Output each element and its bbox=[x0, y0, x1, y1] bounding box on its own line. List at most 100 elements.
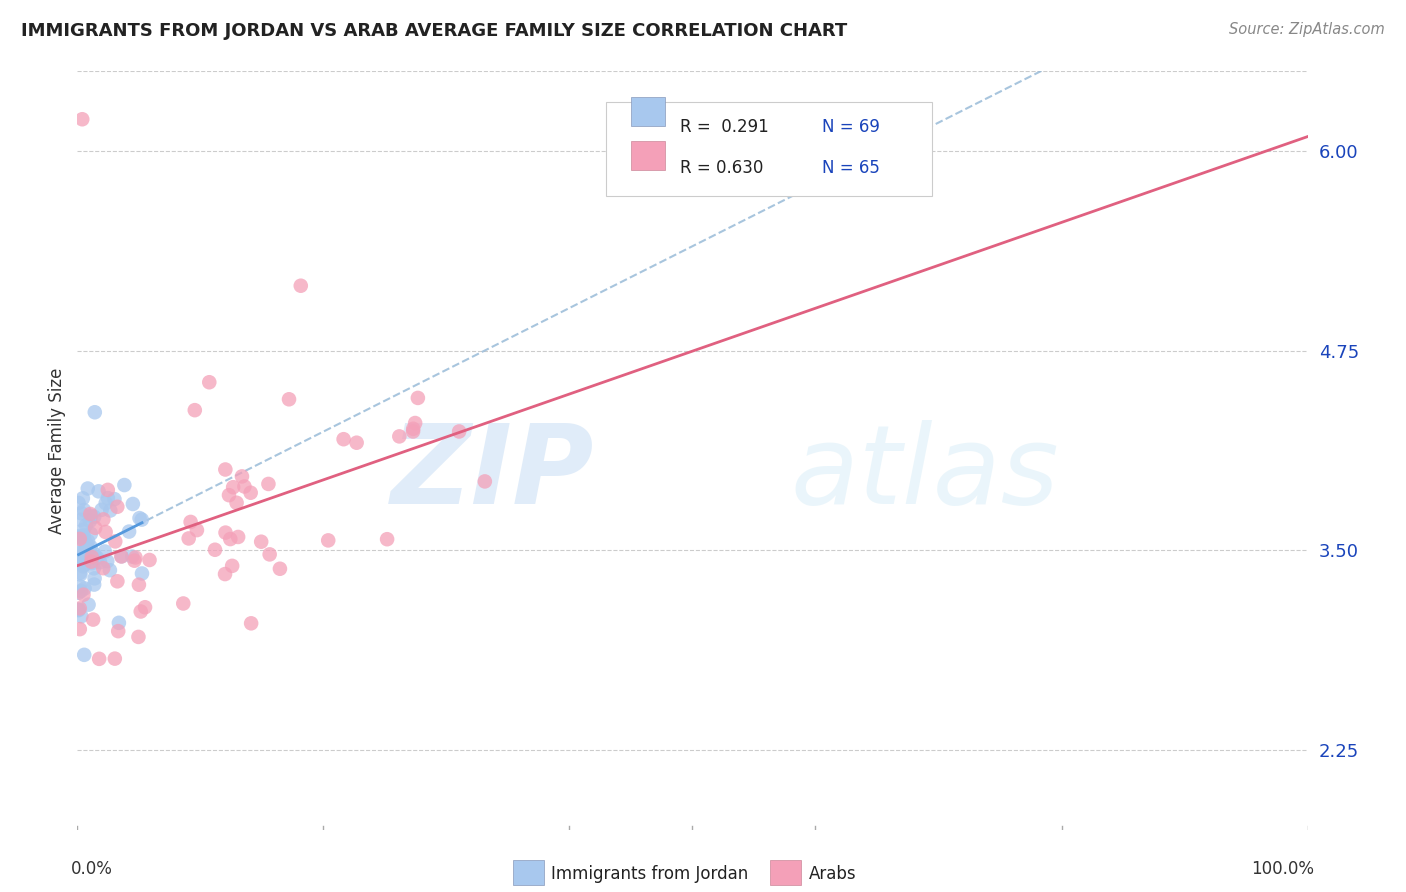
Point bbox=[79, 507, 101, 521]
Point bbox=[98, 563, 121, 577]
FancyBboxPatch shape bbox=[606, 102, 932, 196]
Point bbox=[124, 550, 146, 565]
Point bbox=[72, 559, 94, 574]
Point bbox=[80, 526, 103, 541]
Point bbox=[67, 553, 90, 567]
Point bbox=[72, 491, 94, 506]
Point bbox=[75, 544, 97, 558]
Point bbox=[177, 532, 200, 546]
Point bbox=[69, 579, 91, 593]
Text: R =  0.291: R = 0.291 bbox=[681, 118, 769, 136]
Point bbox=[69, 513, 91, 527]
Point bbox=[112, 478, 135, 492]
Point bbox=[105, 574, 128, 589]
Point bbox=[69, 622, 91, 636]
Point bbox=[131, 513, 153, 527]
Point bbox=[79, 514, 101, 528]
Point bbox=[233, 479, 256, 493]
Point bbox=[127, 630, 149, 644]
Point bbox=[67, 602, 90, 616]
Point bbox=[83, 577, 105, 591]
Point bbox=[221, 558, 243, 573]
Point bbox=[67, 543, 90, 558]
Point bbox=[402, 422, 425, 436]
Point bbox=[73, 503, 96, 517]
Point bbox=[72, 588, 94, 602]
Point bbox=[67, 496, 90, 510]
Point bbox=[250, 534, 273, 549]
Point bbox=[118, 524, 141, 539]
Point bbox=[69, 550, 91, 565]
Point bbox=[225, 496, 247, 510]
Point bbox=[449, 425, 471, 439]
Point bbox=[72, 523, 94, 537]
Point bbox=[184, 403, 207, 417]
Text: N = 65: N = 65 bbox=[821, 159, 880, 177]
Point bbox=[110, 549, 132, 564]
Point bbox=[80, 549, 103, 564]
Y-axis label: Average Family Size: Average Family Size bbox=[48, 368, 66, 533]
Point bbox=[67, 551, 90, 566]
Point bbox=[404, 416, 426, 430]
Point bbox=[75, 537, 97, 551]
Point bbox=[70, 583, 93, 598]
Text: N = 69: N = 69 bbox=[821, 118, 880, 136]
Point bbox=[129, 605, 152, 619]
Point bbox=[94, 544, 117, 558]
Point bbox=[218, 488, 240, 502]
Point bbox=[131, 566, 153, 581]
Point bbox=[83, 405, 105, 419]
Point bbox=[73, 648, 96, 662]
Point bbox=[103, 492, 125, 507]
Point bbox=[332, 432, 354, 446]
Point bbox=[79, 540, 101, 554]
Point bbox=[90, 503, 112, 517]
Point bbox=[214, 567, 236, 582]
Point bbox=[402, 425, 425, 439]
Point bbox=[96, 554, 118, 568]
Point bbox=[80, 508, 103, 523]
Text: ZIP: ZIP bbox=[391, 420, 595, 526]
Point bbox=[138, 553, 160, 567]
Point bbox=[134, 600, 156, 615]
Point bbox=[67, 586, 90, 600]
Point bbox=[89, 652, 111, 666]
Text: 0.0%: 0.0% bbox=[72, 860, 112, 878]
Point bbox=[98, 503, 121, 517]
Point bbox=[278, 392, 301, 407]
Point bbox=[86, 551, 108, 566]
Point bbox=[84, 521, 107, 535]
Point bbox=[67, 603, 90, 617]
Point bbox=[107, 624, 129, 639]
Point bbox=[346, 435, 368, 450]
Point bbox=[108, 615, 131, 630]
Point bbox=[70, 545, 93, 559]
Text: Immigrants from Jordan: Immigrants from Jordan bbox=[551, 865, 748, 883]
Point bbox=[69, 601, 91, 615]
Point bbox=[104, 534, 127, 549]
Point bbox=[69, 555, 91, 569]
Point bbox=[290, 278, 312, 293]
Point bbox=[80, 555, 103, 569]
Point bbox=[104, 651, 127, 665]
Point bbox=[80, 550, 103, 565]
Text: IMMIGRANTS FROM JORDAN VS ARAB AVERAGE FAMILY SIZE CORRELATION CHART: IMMIGRANTS FROM JORDAN VS ARAB AVERAGE F… bbox=[21, 22, 848, 40]
Point bbox=[186, 523, 208, 537]
Point bbox=[67, 529, 90, 543]
Point bbox=[219, 532, 242, 546]
Point bbox=[105, 500, 128, 514]
Point bbox=[80, 556, 103, 570]
Point bbox=[76, 482, 98, 496]
Text: Source: ZipAtlas.com: Source: ZipAtlas.com bbox=[1229, 22, 1385, 37]
Point bbox=[77, 598, 100, 612]
Point bbox=[111, 549, 134, 564]
Point bbox=[67, 530, 90, 544]
Point bbox=[121, 549, 143, 564]
Point bbox=[73, 582, 96, 596]
Point bbox=[73, 528, 96, 542]
Point bbox=[239, 485, 262, 500]
Point bbox=[122, 497, 145, 511]
Point bbox=[83, 571, 105, 585]
Point bbox=[124, 554, 146, 568]
Point bbox=[214, 525, 236, 540]
